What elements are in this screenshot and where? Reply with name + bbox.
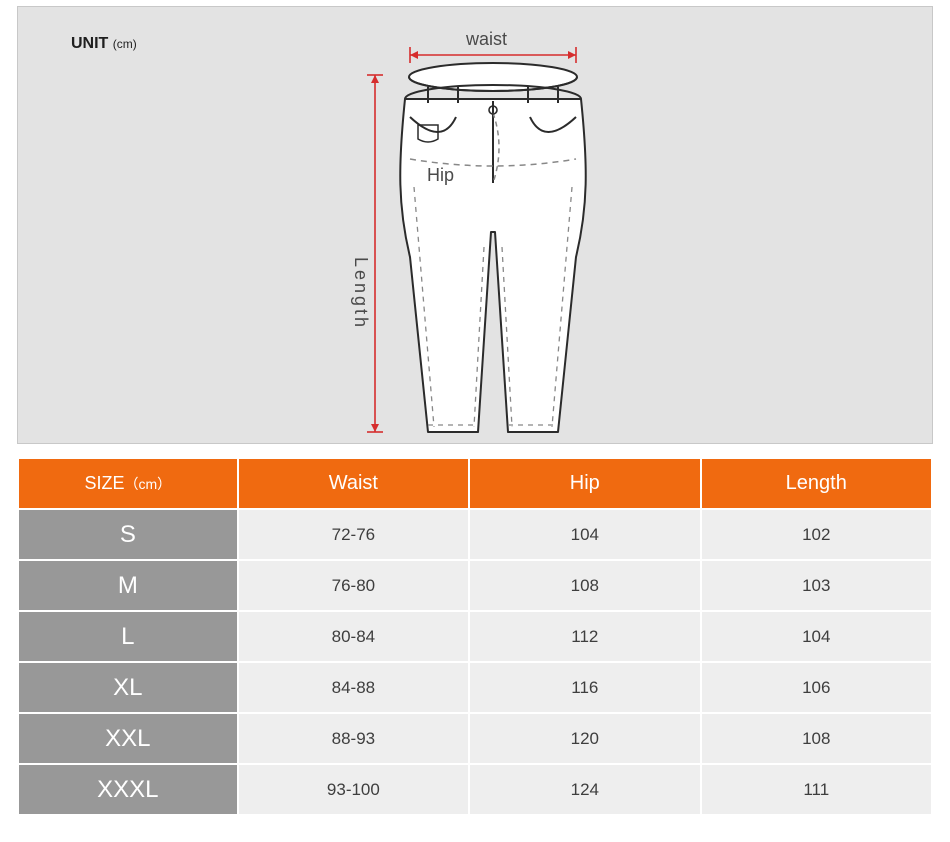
size-table: SIZE（cm） Waist Hip Length S72-76104102M7… bbox=[17, 457, 933, 816]
data-cell-waist: 76-80 bbox=[239, 561, 468, 610]
header-size: SIZE（cm） bbox=[19, 459, 237, 508]
size-cell: M bbox=[19, 561, 237, 610]
table-row: XL84-88116106 bbox=[19, 663, 931, 712]
data-cell-hip: 104 bbox=[470, 510, 699, 559]
data-cell-length: 106 bbox=[702, 663, 931, 712]
dim-label-length: Length bbox=[350, 257, 371, 330]
data-cell-hip: 112 bbox=[470, 612, 699, 661]
size-cell: S bbox=[19, 510, 237, 559]
data-cell-waist: 88-93 bbox=[239, 714, 468, 763]
dim-label-waist: waist bbox=[466, 29, 507, 50]
data-cell-length: 111 bbox=[702, 765, 931, 814]
data-cell-waist: 80-84 bbox=[239, 612, 468, 661]
header-row: SIZE（cm） Waist Hip Length bbox=[19, 459, 931, 508]
header-length: Length bbox=[702, 459, 931, 508]
size-cell: XL bbox=[19, 663, 237, 712]
data-cell-waist: 84-88 bbox=[239, 663, 468, 712]
table-row: M76-80108103 bbox=[19, 561, 931, 610]
data-cell-length: 103 bbox=[702, 561, 931, 610]
table-row: XXL88-93120108 bbox=[19, 714, 931, 763]
table-row: L80-84112104 bbox=[19, 612, 931, 661]
size-cell: XXXL bbox=[19, 765, 237, 814]
data-cell-hip: 108 bbox=[470, 561, 699, 610]
header-size-text: SIZE bbox=[84, 473, 124, 493]
header-waist: Waist bbox=[239, 459, 468, 508]
data-cell-waist: 93-100 bbox=[239, 765, 468, 814]
dim-label-hip: Hip bbox=[427, 165, 454, 186]
size-cell: XXL bbox=[19, 714, 237, 763]
size-cell: L bbox=[19, 612, 237, 661]
diagram-panel: UNIT (cm) waist Hip Length bbox=[17, 6, 933, 444]
data-cell-length: 102 bbox=[702, 510, 931, 559]
size-table-wrap: SIZE（cm） Waist Hip Length S72-76104102M7… bbox=[17, 457, 933, 816]
header-size-suffix: （cm） bbox=[125, 476, 172, 492]
data-cell-hip: 116 bbox=[470, 663, 699, 712]
pants-svg bbox=[18, 7, 934, 445]
data-cell-length: 104 bbox=[702, 612, 931, 661]
data-cell-hip: 120 bbox=[470, 714, 699, 763]
size-table-body: S72-76104102M76-80108103L80-84112104XL84… bbox=[19, 510, 931, 814]
table-row: XXXL93-100124111 bbox=[19, 765, 931, 814]
data-cell-length: 108 bbox=[702, 714, 931, 763]
pants-diagram: waist Hip Length bbox=[18, 7, 932, 443]
data-cell-waist: 72-76 bbox=[239, 510, 468, 559]
data-cell-hip: 124 bbox=[470, 765, 699, 814]
header-hip: Hip bbox=[470, 459, 699, 508]
table-row: S72-76104102 bbox=[19, 510, 931, 559]
